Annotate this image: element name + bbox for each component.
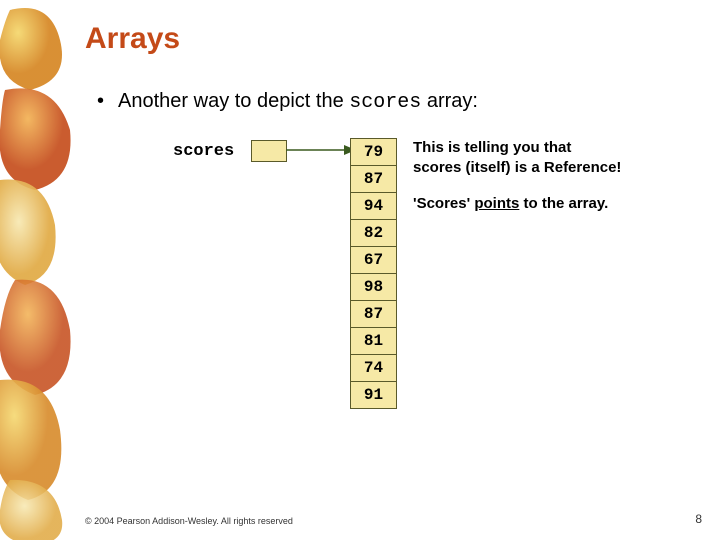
array-cell: 87: [351, 166, 397, 193]
array-cell: 79: [351, 139, 397, 166]
bullet-text: Another way to depict the scores array:: [118, 90, 478, 114]
array-diagram: scores 79 87 94 82 67 98 87 81 74 91 Thi…: [85, 138, 710, 468]
pointer-arrow: [286, 138, 356, 162]
decorative-leaves: [0, 0, 90, 540]
array-cell: 87: [351, 301, 397, 328]
array-cell: 94: [351, 193, 397, 220]
array-cell: 67: [351, 247, 397, 274]
slide-title: Arrays: [85, 22, 710, 56]
copyright-footer: © 2004 Pearson Addison-Wesley. All right…: [85, 516, 293, 526]
array-cell: 98: [351, 274, 397, 301]
array-cells: 79 87 94 82 67 98 87 81 74 91: [350, 138, 397, 409]
annotation-points: 'Scores' points to the array.: [413, 195, 608, 212]
reference-box: [251, 140, 287, 162]
array-cell: 91: [351, 382, 397, 409]
scores-variable-label: scores: [173, 142, 234, 161]
array-cell: 81: [351, 328, 397, 355]
page-number: 8: [695, 512, 702, 526]
annotation-reference: This is telling you that scores (itself)…: [413, 138, 621, 179]
array-cell: 74: [351, 355, 397, 382]
bullet-marker: •: [97, 90, 104, 113]
bullet-item: • Another way to depict the scores array…: [97, 90, 710, 114]
array-cell: 82: [351, 220, 397, 247]
